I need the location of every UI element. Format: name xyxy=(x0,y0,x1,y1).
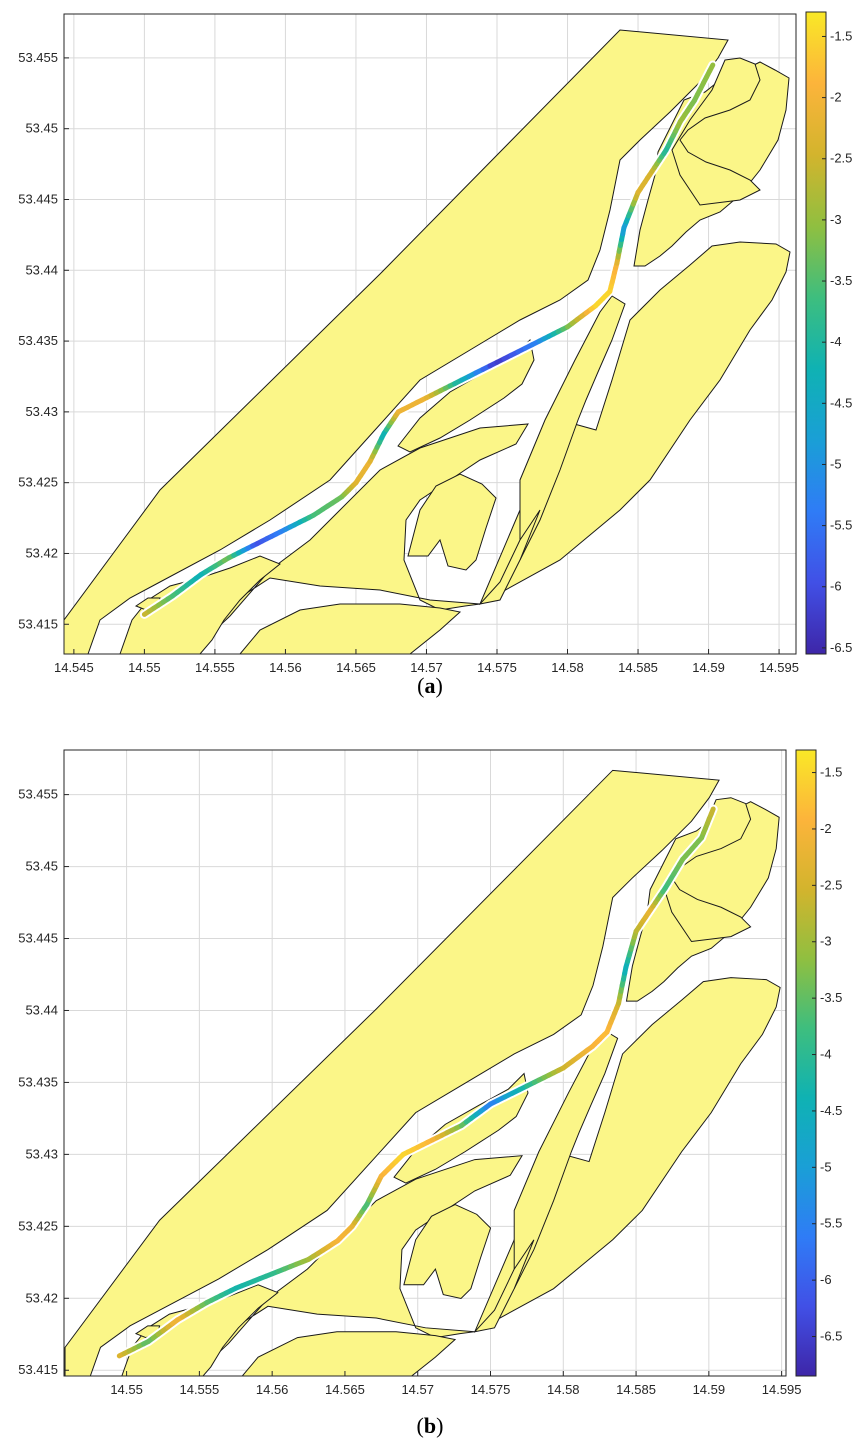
panel-a-chart: 14.545 14.55 14.555 14.56 14.565 14.57 14.575 1… xyxy=(18,11,852,675)
panel-b-x-tick-label: 14.595 xyxy=(762,1382,802,1397)
panel-b-x-tick-label: 14.555 xyxy=(179,1382,219,1397)
panel-a-x-tick-label: 14.57 xyxy=(410,660,443,675)
panel-a-x-tick-label: 14.595 xyxy=(759,660,799,675)
northeast-pier-land xyxy=(663,797,752,943)
panel-a-x-tick-label: 14.58 xyxy=(551,660,584,675)
panel-b-y-tick-label: 53.43 xyxy=(25,1146,58,1161)
panel-b-y-tick-labels: 53.415 53.42 53.425 53.43 53.435 53.44 53.445 5… xyxy=(18,787,69,1377)
panel-b-depth-track xyxy=(116,806,716,1359)
panel-a-colorbar-tick-label: -6.5 xyxy=(830,640,852,655)
panel-a-y-tick-label: 53.435 xyxy=(18,333,58,348)
panel-a-colorbar-tick-label: -5 xyxy=(830,456,842,471)
south-central-land xyxy=(195,423,541,649)
panel-b-x-tick-labels: 14.55 14.555 14.56 14.565 14.57 14.575 14.58 14… xyxy=(110,1371,802,1397)
panel-b-y-tick-label: 53.415 xyxy=(18,1362,58,1377)
panel-b-x-tick-label: 14.57 xyxy=(401,1382,434,1397)
south-land xyxy=(241,1331,457,1376)
west-bank-land xyxy=(64,29,729,654)
central-island-land xyxy=(397,338,535,453)
panel-b-x-tick-label: 14.59 xyxy=(693,1382,726,1397)
panel-b-x-tick-label: 14.585 xyxy=(616,1382,656,1397)
panel-a-depth-track xyxy=(141,62,716,617)
panel-b-colorbar-tick-label: -4 xyxy=(820,1047,832,1062)
east-peninsula-land xyxy=(478,241,791,606)
panel-a-colorbar-tick-label: -5.5 xyxy=(830,518,852,533)
east-peninsula-land xyxy=(473,977,781,1333)
panel-b-y-tick-label: 53.455 xyxy=(18,787,58,802)
panel-b-colorbar-tick-label: -6 xyxy=(820,1272,832,1287)
panel-a-y-tick-label: 53.43 xyxy=(25,404,58,419)
panel-b-colorbar xyxy=(795,749,817,1377)
panel-a-x-tick-label: 14.565 xyxy=(336,660,376,675)
panel-b-colorbar-tick-label: -5 xyxy=(820,1159,832,1174)
panel-b-colorbar-tick-label: -6.5 xyxy=(820,1329,842,1344)
panel-b-y-tick-label: 53.435 xyxy=(18,1074,58,1089)
panel-b-colorbar-tick-label: -2.5 xyxy=(820,877,842,892)
panel-a-x-tick-label: 14.575 xyxy=(477,660,517,675)
panel-a-y-tick-label: 53.425 xyxy=(18,475,58,490)
west-bank-land xyxy=(64,769,720,1376)
south-land xyxy=(239,603,462,654)
panel-b-caption: (b) xyxy=(417,1413,444,1438)
panel-a-colorbar-tick-label: -3.5 xyxy=(830,273,852,288)
panel-a-x-tick-label: 14.55 xyxy=(128,660,161,675)
panel-a-y-tick-label: 53.42 xyxy=(25,545,58,560)
panel-b-axes-box xyxy=(63,749,787,1377)
panel-a-y-tick-label: 53.44 xyxy=(25,262,58,277)
panel-b-x-tick-label: 14.575 xyxy=(471,1382,511,1397)
panel-a-y-tick-labels: 53.415 53.42 53.425 53.43 53.435 53.44 53.445 5… xyxy=(18,50,69,631)
panel-a-x-tick-label: 14.585 xyxy=(618,660,658,675)
panel-a-y-tick-label: 53.415 xyxy=(18,616,58,631)
panel-b-colorbar-tick-label: -4.5 xyxy=(820,1103,842,1118)
panel-a-axes-box xyxy=(63,13,797,655)
panel-a-track-segment xyxy=(707,62,716,74)
panel-b-track-segment xyxy=(708,806,716,817)
panel-a-y-tick-label: 53.455 xyxy=(18,50,58,65)
panel-a-x-tick-label: 14.59 xyxy=(692,660,725,675)
panel-b-y-tick-label: 53.425 xyxy=(18,1218,58,1233)
panel-a-x-tick-label: 14.56 xyxy=(269,660,302,675)
panel-b-x-tick-label: 14.565 xyxy=(325,1382,365,1397)
south-dock-land xyxy=(403,1204,492,1299)
panel-a-y-tick-label: 53.445 xyxy=(18,191,58,206)
panel-b-colorbar-tick-label: -5.5 xyxy=(820,1216,842,1231)
east-strip-land xyxy=(519,295,626,561)
panel-b-x-tick-label: 14.55 xyxy=(110,1382,143,1397)
panel-b-colorbar-tick-label: -3 xyxy=(820,934,832,949)
panel-b-x-tick-label: 14.56 xyxy=(256,1382,289,1397)
panel-a-x-tick-label: 14.545 xyxy=(54,660,94,675)
panel-b-y-tick-label: 53.445 xyxy=(18,931,58,946)
panel-b-colorbar-tick-label: -3.5 xyxy=(820,990,842,1005)
panel-b-y-tick-label: 53.44 xyxy=(25,1002,58,1017)
panel-b-x-tick-label: 14.58 xyxy=(547,1382,580,1397)
panel-a-colorbar-tick-label: -4.5 xyxy=(830,395,852,410)
panel-a-x-tick-labels: 14.545 14.55 14.555 14.56 14.565 14.57 14.575 1… xyxy=(54,649,799,675)
south-dock-land xyxy=(407,473,497,571)
panel-a-colorbar-tick-label: -6 xyxy=(830,579,842,594)
east-strip-land xyxy=(513,1029,619,1289)
south-central-land xyxy=(194,1155,535,1376)
panel-b-colorbar-ticks: -1.5 -2 -2.5 -3 -3.5 -4 -4.5 -5 -5.5 -6 -6.5 xyxy=(812,765,842,1344)
panel-a-colorbar-tick-label: -2.5 xyxy=(830,151,852,166)
panel-a-caption: (a) xyxy=(417,673,443,698)
panel-b-y-tick-label: 53.42 xyxy=(25,1290,58,1305)
panel-a-colorbar-tick-label: -1.5 xyxy=(830,28,852,43)
panel-b-chart: 14.55 14.555 14.56 14.565 14.57 14.575 14.58 14… xyxy=(18,749,842,1397)
panel-a-colorbar-tick-label: -3 xyxy=(830,212,842,227)
panel-a-y-tick-label: 53.45 xyxy=(25,121,58,136)
panel-a-colorbar-tick-label: -2 xyxy=(830,90,842,105)
panel-a-colorbar-tick-label: -4 xyxy=(830,334,842,349)
panel-a-colorbar xyxy=(805,11,827,655)
northeast-pier-land xyxy=(671,57,761,206)
panel-a-x-tick-label: 14.555 xyxy=(195,660,235,675)
panel-b-colorbar-tick-label: -1.5 xyxy=(820,765,842,780)
panel-b-y-tick-label: 53.45 xyxy=(25,859,58,874)
panel-b-colorbar-tick-label: -2 xyxy=(820,821,832,836)
panel-b-land-layer xyxy=(64,769,781,1376)
panel-a-colorbar-ticks: -1.5 -2 -2.5 -3 -3.5 -4 -4.5 -5 -5.5 -6 -6.5 xyxy=(822,28,852,655)
panel-a-land-layer xyxy=(64,29,791,654)
